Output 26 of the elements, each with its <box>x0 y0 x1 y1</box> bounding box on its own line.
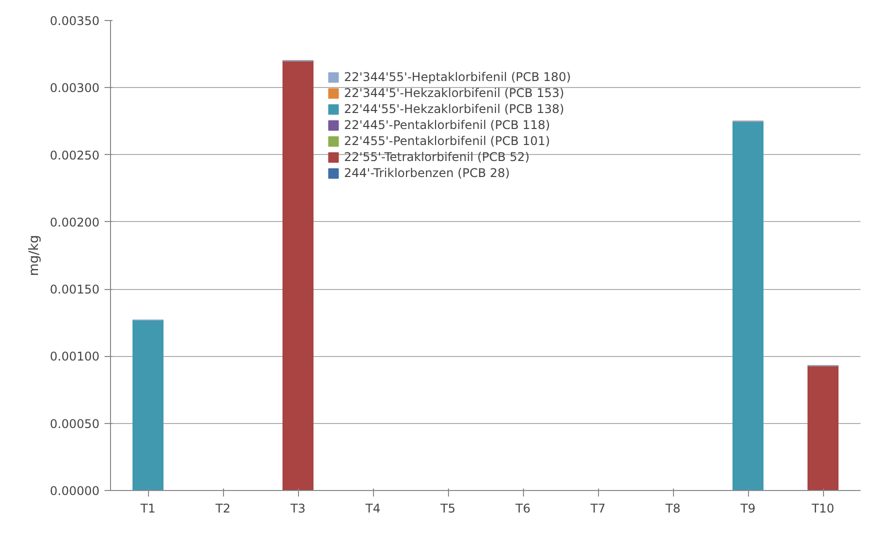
y-axis-title: mg/kg <box>26 234 42 276</box>
legend-label: 22'44'55'-Hekzaklorbifenil (PCB 138) <box>344 102 564 116</box>
y-tick-label: 0.00100 <box>50 350 100 364</box>
x-tick-label: T7 <box>590 502 606 516</box>
x-tick-label: T2 <box>214 502 230 516</box>
x-tick-label: T9 <box>740 502 756 516</box>
legend-label: 22'55'-Tetraklorbifenil (PCB 52) <box>344 150 530 164</box>
y-tick-label: 0.00300 <box>50 81 100 96</box>
legend-label: 244'-Triklorbenzen (PCB 28) <box>344 166 510 180</box>
y-tick-label: 0.00350 <box>50 14 100 28</box>
y-tick-label: 0.00200 <box>50 215 100 230</box>
y-tick-label: 0.00050 <box>50 416 100 431</box>
x-tick-label: T10 <box>810 502 834 516</box>
x-tick-label: T3 <box>290 502 306 516</box>
x-tick-label: T1 <box>140 502 156 516</box>
x-tick-label: T8 <box>664 502 680 516</box>
legend-label: 22'344'5'-Hekzaklorbifenil (PCB 153) <box>344 86 564 100</box>
legend-label: 22'344'55'-Heptaklorbifenil (PCB 180) <box>344 70 571 84</box>
y-tick-label: 0.00150 <box>50 282 100 297</box>
x-tick-label: T5 <box>440 502 456 516</box>
y-tick-label: 0.00000 <box>50 484 100 498</box>
x-tick-label: T4 <box>364 502 380 516</box>
legend-label: 22'455'-Pentaklorbifenil (PCB 101) <box>344 134 550 148</box>
legend-label: 22'445'-Pentaklorbifenil (PCB 118) <box>344 118 550 132</box>
x-tick-label: T6 <box>514 502 530 516</box>
y-tick-label: 0.00250 <box>50 148 100 162</box>
